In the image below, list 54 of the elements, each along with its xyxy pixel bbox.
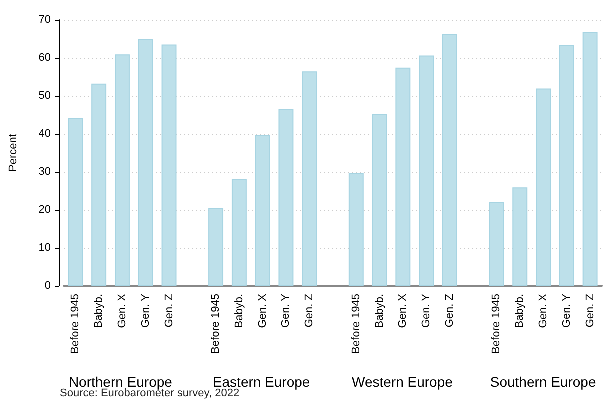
y-tick-label: 10 (38, 242, 51, 254)
x-tick-label: Gen. Z (304, 294, 316, 328)
bar (208, 208, 224, 286)
x-tick-label: Gen. Y (140, 293, 152, 328)
x-tick-label: Babyb. (233, 294, 246, 328)
bar (512, 188, 528, 286)
x-tick-label: Gen. Y (420, 293, 433, 328)
x-tick-label: Before 1945 (350, 294, 362, 354)
x-tick-label: Gen. X (116, 293, 128, 328)
x-tick-label: Gen. X (397, 293, 410, 328)
x-tick-label: Babyb. (374, 294, 386, 328)
bar (232, 179, 247, 286)
bar (278, 109, 294, 286)
x-tick-label: Before 1945 (490, 294, 503, 354)
text: Western Europe (352, 374, 454, 390)
source-note: Source: Eurobarometer survey, 2022 (60, 388, 240, 400)
y-tick-label: 30 (38, 166, 51, 178)
y-tick-label: 40 (38, 128, 51, 140)
x-tick-label: Gen. Y (560, 293, 573, 328)
x-tick-label: Before 1945 (210, 294, 222, 354)
text: Eastern Europe (212, 374, 310, 390)
bar (114, 54, 130, 286)
y-tick-label: 0 (44, 280, 51, 292)
bar (442, 34, 458, 286)
bar (536, 88, 552, 286)
y-tick-label: 70 (38, 14, 51, 26)
x-tick-label: Babyb. (93, 294, 106, 328)
y-tick-label: 20 (38, 204, 51, 216)
bar (68, 118, 84, 286)
bar (419, 56, 434, 286)
text: Southern Europe (490, 374, 596, 390)
y-axis-title: Percent (8, 134, 20, 172)
bar (92, 84, 107, 286)
text: Northern Europe (68, 374, 173, 390)
x-tick-label: Gen. X (538, 293, 550, 328)
bar (582, 32, 598, 286)
bar (396, 68, 411, 286)
x-tick-label: Babyb. (514, 294, 526, 328)
x-tick-label: Gen. X (256, 293, 269, 328)
x-tick-label: Before 1945 (70, 294, 82, 354)
bar (348, 173, 364, 286)
x-tick-label: Gen. Y (280, 293, 292, 328)
x-tick-label: Gen. Z (163, 294, 176, 328)
x-tick-label: Gen. Z (444, 294, 456, 328)
bar (302, 72, 318, 286)
bar (138, 39, 154, 286)
bar (489, 202, 504, 286)
y-tick-label: 60 (38, 52, 51, 64)
y-tick-label: 50 (38, 90, 51, 102)
bar (372, 114, 388, 286)
x-tick-label: Gen. Z (584, 294, 596, 328)
bar (255, 135, 270, 286)
bar (162, 44, 177, 286)
bar (559, 45, 574, 286)
